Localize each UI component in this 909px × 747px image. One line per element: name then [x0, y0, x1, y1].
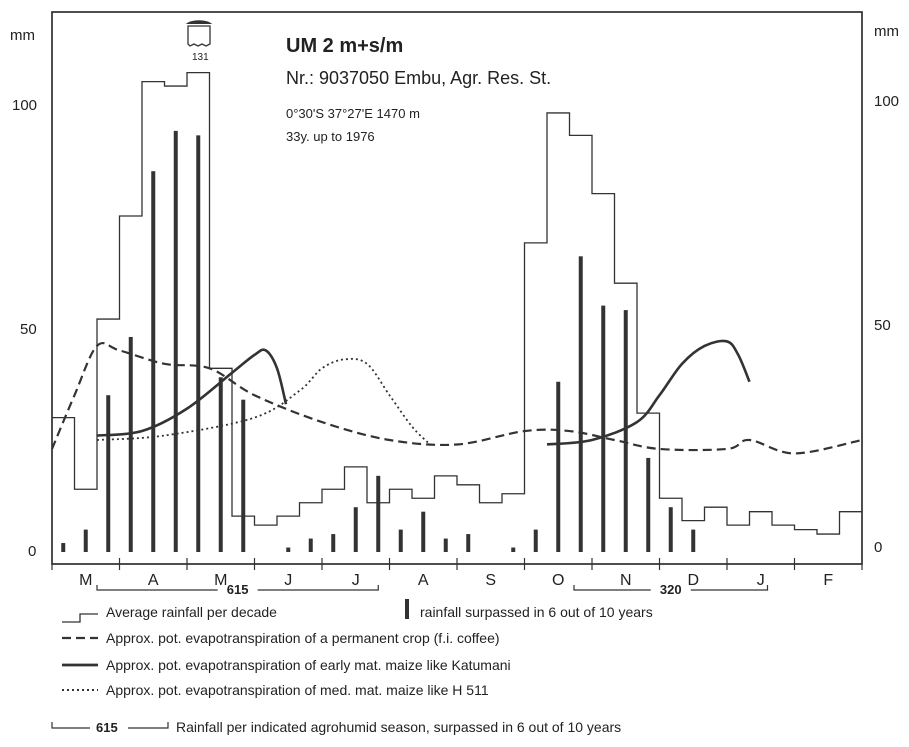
rainfall-bar — [173, 130, 178, 552]
chart-title: UM 2 m+s/m — [286, 35, 403, 57]
legend-bracket-left — [51, 722, 90, 729]
rainfall-bar — [398, 529, 403, 552]
rainfall-bar — [646, 457, 651, 552]
season-bracket — [257, 585, 379, 591]
pet-medium-maize-line — [96, 357, 431, 446]
legend-label-step: Average rainfall per decade — [106, 604, 277, 620]
rainfall-bar — [128, 336, 133, 552]
rainfall-bar — [308, 538, 313, 552]
rainfall-bar — [691, 529, 696, 552]
season-bracket — [96, 585, 218, 591]
month-label: O — [552, 572, 564, 589]
legend-bracket-right — [128, 722, 169, 729]
rainfall-bar — [61, 543, 66, 552]
rainfall-bar — [623, 310, 628, 552]
y-tick-50-right: 50 — [874, 317, 891, 334]
y-tick-100-right: 100 — [874, 93, 899, 110]
legend-label-dashed: Approx. pot. evapotranspiration of a per… — [106, 630, 500, 646]
y-tick-0-right: 0 — [874, 539, 882, 556]
legend-label-bracket: Rainfall per indicated agrohumid season,… — [176, 719, 621, 735]
rainfall-bar — [106, 395, 111, 552]
legend-label-solid: Approx. pot. evapotranspiration of early… — [106, 657, 511, 673]
rainfall-bar — [421, 511, 426, 552]
rainfall-bar — [218, 377, 223, 552]
rainfall-bar — [286, 547, 291, 552]
coords-label: 0°30'S 37°27'E 1470 m — [286, 106, 420, 121]
month-label: N — [620, 572, 632, 589]
rainfall-bar — [601, 305, 606, 552]
season-bracket — [573, 585, 651, 591]
rainfall-bar — [376, 475, 381, 552]
overflow-marker-value: 131 — [192, 52, 209, 63]
pet-early-maize-line-second — [546, 339, 751, 446]
legend-label-dotted: Approx. pot. evapotranspiration of med. … — [106, 682, 489, 698]
month-label: D — [687, 572, 699, 589]
month-label: A — [148, 572, 159, 589]
rainfall-bar — [241, 399, 246, 552]
month-label: J — [352, 572, 360, 589]
rainfall-bar — [196, 135, 201, 553]
station-label: Nr.: 9037050 Embu, Agr. Res. St. — [286, 68, 551, 88]
average-rainfall-line — [52, 71, 862, 535]
legend-bar-symbol — [405, 599, 409, 619]
season-brackets: 615 320 — [96, 582, 769, 597]
month-label: F — [823, 572, 833, 589]
y-tick-100-left: 100 — [12, 97, 37, 114]
pet-early-maize-line — [96, 348, 288, 437]
evapotranspiration-curves — [50, 339, 863, 455]
rainfall-bar — [83, 529, 88, 552]
rainfall-bar — [443, 538, 448, 552]
rainfall-bar — [533, 529, 538, 552]
y-unit-left: mm — [10, 27, 35, 44]
rainfall-bar — [353, 507, 358, 552]
y-tick-50-left: 50 — [20, 321, 37, 338]
rainfall-bar — [511, 547, 516, 552]
legend-bracket-value: 615 — [96, 720, 118, 735]
season-value: 615 — [227, 582, 249, 597]
month-label: M — [214, 572, 227, 589]
legend-step-symbol — [62, 613, 98, 623]
rainfall-bar — [331, 534, 336, 552]
period-label: 33y. up to 1976 — [286, 129, 375, 144]
month-label: A — [418, 572, 429, 589]
month-label: M — [79, 572, 92, 589]
legend: Average rainfall per decade rainfall surp… — [51, 599, 653, 735]
y-unit-right: mm — [874, 23, 899, 40]
overflow-marker: 131 — [186, 20, 212, 63]
y-tick-0-left: 0 — [28, 543, 36, 560]
season-bracket — [690, 585, 769, 591]
rainfall-bar — [556, 381, 561, 552]
average-rainfall-step — [52, 71, 862, 535]
season-value: 320 — [660, 582, 682, 597]
month-label: J — [757, 572, 765, 589]
rainfall-bar — [466, 534, 471, 552]
legend-label-bar: rainfall surpassed in 6 out of 10 years — [420, 604, 653, 620]
rainfall-bar — [578, 256, 583, 552]
rainfall-bars — [61, 130, 696, 553]
month-label: S — [485, 572, 496, 589]
pet-permanent-crop-line — [50, 341, 863, 455]
rainfall-bar — [668, 507, 673, 552]
month-label: J — [284, 572, 292, 589]
